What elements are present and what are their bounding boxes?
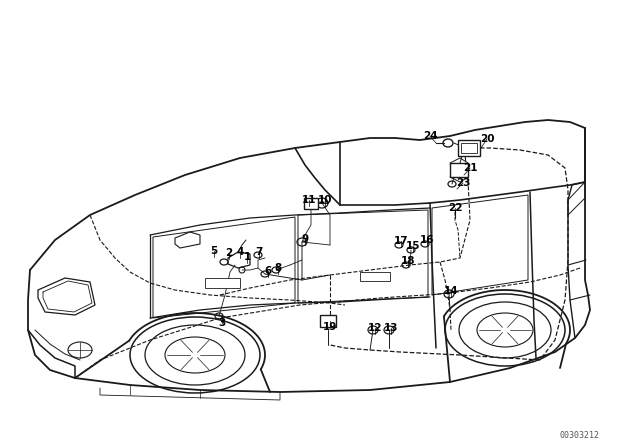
- Text: 23: 23: [456, 178, 470, 188]
- Text: 19: 19: [323, 322, 337, 332]
- Text: 9: 9: [301, 234, 308, 244]
- Text: 3: 3: [218, 318, 226, 328]
- Text: 20: 20: [480, 134, 494, 144]
- Bar: [320, 315, 336, 327]
- Text: 22: 22: [448, 203, 462, 213]
- Bar: [205, 278, 240, 288]
- Bar: [461, 143, 477, 153]
- Text: 13: 13: [384, 323, 398, 333]
- Text: 14: 14: [444, 286, 458, 296]
- Text: 21: 21: [463, 163, 477, 173]
- Text: 17: 17: [394, 236, 408, 246]
- Text: 8: 8: [275, 263, 282, 273]
- Bar: [450, 163, 468, 177]
- Text: 24: 24: [422, 131, 437, 141]
- Text: 10: 10: [317, 195, 332, 205]
- Text: 12: 12: [368, 323, 382, 333]
- Text: 18: 18: [401, 256, 415, 266]
- Bar: [304, 198, 318, 209]
- Text: 5: 5: [211, 246, 218, 256]
- Bar: [458, 140, 480, 156]
- Text: 7: 7: [255, 247, 262, 257]
- Text: 16: 16: [420, 235, 435, 245]
- Text: 1: 1: [243, 252, 251, 262]
- Text: 00303212: 00303212: [560, 431, 600, 440]
- Text: 2: 2: [225, 248, 232, 258]
- Text: 11: 11: [301, 195, 316, 205]
- Text: 15: 15: [406, 241, 420, 251]
- Text: 6: 6: [264, 266, 271, 276]
- Bar: [360, 272, 390, 281]
- Text: 4: 4: [236, 247, 244, 257]
